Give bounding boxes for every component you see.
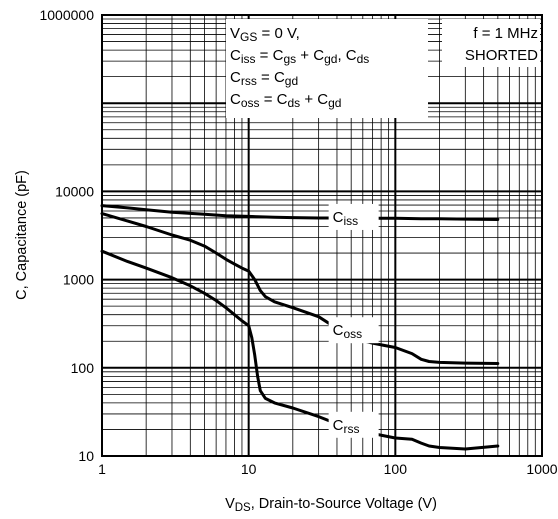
- series-label-bg: [328, 317, 379, 344]
- condition-right-line: SHORTED: [465, 47, 538, 64]
- y-axis-label: C, Capacitance (pF): [14, 170, 30, 300]
- condition-right-line: f = 1 MHz: [473, 25, 538, 42]
- series-label-coss: Coss: [333, 322, 363, 341]
- series-layer: [100, 204, 500, 451]
- x-axis-label-sub: DS: [235, 502, 251, 514]
- y-tick-label: 100: [71, 360, 95, 376]
- series-line-coss: [100, 212, 500, 365]
- x-tick-label: 1000: [526, 461, 557, 477]
- condition-line: Coss = Cds + Cgd: [230, 91, 341, 110]
- series-label-main: C: [333, 322, 344, 339]
- y-tick-labels: 10 100 1000 10000 1000000: [39, 7, 94, 464]
- condition-subscript: gd: [324, 52, 337, 66]
- condition-text: C: [230, 91, 241, 108]
- series-label-main: C: [333, 209, 344, 226]
- series-line-ciss: [100, 204, 500, 221]
- condition-text: = C: [256, 47, 284, 64]
- condition-subscript: ds: [287, 96, 300, 110]
- condition-subscript: iss: [241, 52, 256, 66]
- condition-subscript: ds: [357, 52, 370, 66]
- condition-text: C: [230, 69, 241, 86]
- series-line-crss: [100, 249, 500, 451]
- y-tick-label: 1000000: [39, 7, 94, 23]
- y-tick-label: 1000: [63, 272, 94, 288]
- y-tick-label: 10: [78, 448, 94, 464]
- y-tick-label: 10000: [55, 183, 94, 199]
- condition-text: C: [230, 47, 241, 64]
- annotation-backgrounds: [226, 19, 540, 118]
- condition-line: Ciss = Cgs + Cgd, Cds: [230, 47, 369, 66]
- series-label-main: C: [333, 417, 344, 434]
- condition-line: VGS = 0 V,: [230, 25, 300, 44]
- x-axis-label-main: V: [225, 496, 235, 512]
- x-tick-label: 100: [384, 461, 408, 477]
- series-label-sub: rss: [343, 422, 359, 436]
- x-axis-label-rest: , Drain-to-Source Voltage (V): [251, 496, 437, 512]
- condition-text: V: [230, 25, 240, 42]
- condition-subscript: oss: [241, 96, 260, 110]
- condition-text: = 0 V,: [257, 25, 299, 42]
- condition-text: + C: [296, 47, 324, 64]
- condition-subscript: gd: [328, 96, 341, 110]
- condition-subscript: GS: [240, 30, 257, 44]
- condition-text: = C: [257, 69, 285, 86]
- condition-text: , C: [337, 47, 356, 64]
- series-label-ciss: Ciss: [333, 209, 359, 228]
- condition-line: Crss = Cgd: [230, 69, 298, 88]
- series-label-crss: Crss: [333, 417, 360, 436]
- condition-subscript: gs: [283, 52, 296, 66]
- series-label-bg: [328, 203, 379, 230]
- plot-area-frame: [101, 14, 543, 457]
- x-tick-label: 1: [98, 461, 106, 477]
- x-tick-labels: 1 10 100 1000: [98, 461, 558, 477]
- series-label-sub: iss: [343, 214, 358, 228]
- series-label-sub: oss: [343, 327, 362, 341]
- condition-text: = C: [260, 91, 288, 108]
- conditions-left-bg: [226, 19, 428, 118]
- condition-subscript: rss: [241, 74, 257, 88]
- conditions-right-bg: [442, 19, 540, 67]
- series-label-bg: [328, 411, 379, 438]
- condition-subscript: gd: [285, 74, 298, 88]
- condition-text: + C: [300, 91, 328, 108]
- x-tick-label: 10: [241, 461, 257, 477]
- x-axis-label: VDS, Drain-to-Source Voltage (V): [225, 496, 437, 514]
